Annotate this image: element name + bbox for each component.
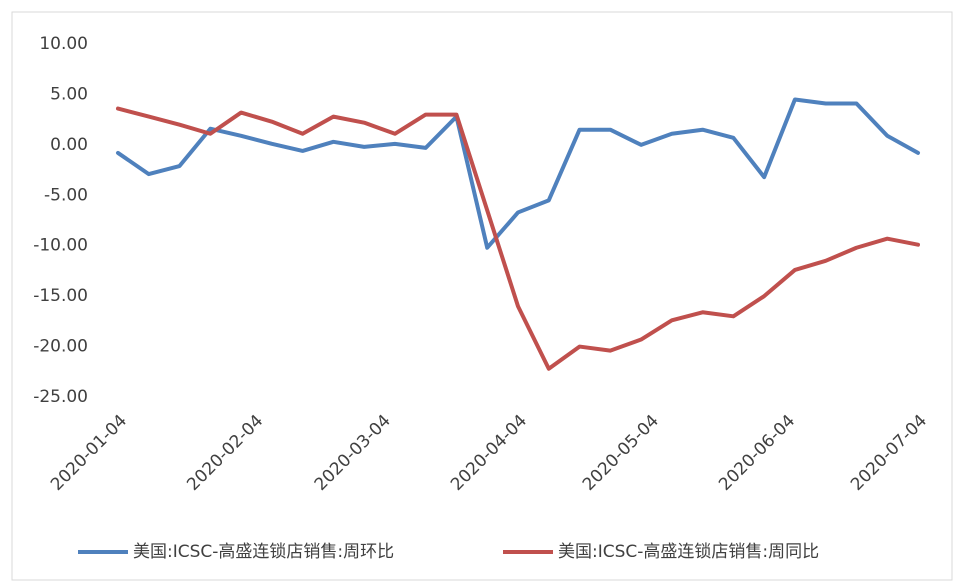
y-tick-label: 5.00	[50, 84, 88, 104]
y-tick-label: -25.00	[33, 387, 88, 407]
y-tick-label: 0.00	[50, 135, 88, 155]
y-tick-label: 10.00	[39, 34, 88, 54]
series-line	[116, 97, 920, 250]
chart-frame	[11, 11, 953, 581]
y-tick-label: -15.00	[33, 286, 88, 306]
y-tick-label: -5.00	[44, 185, 88, 205]
series-line	[116, 106, 920, 371]
legend-label: 美国:ICSC-高盛连锁店销售:周环比	[133, 542, 394, 562]
legend-label: 美国:ICSC-高盛连锁店销售:周同比	[558, 542, 819, 562]
y-tick-label: -20.00	[33, 337, 88, 357]
y-tick-label: -10.00	[33, 236, 88, 256]
